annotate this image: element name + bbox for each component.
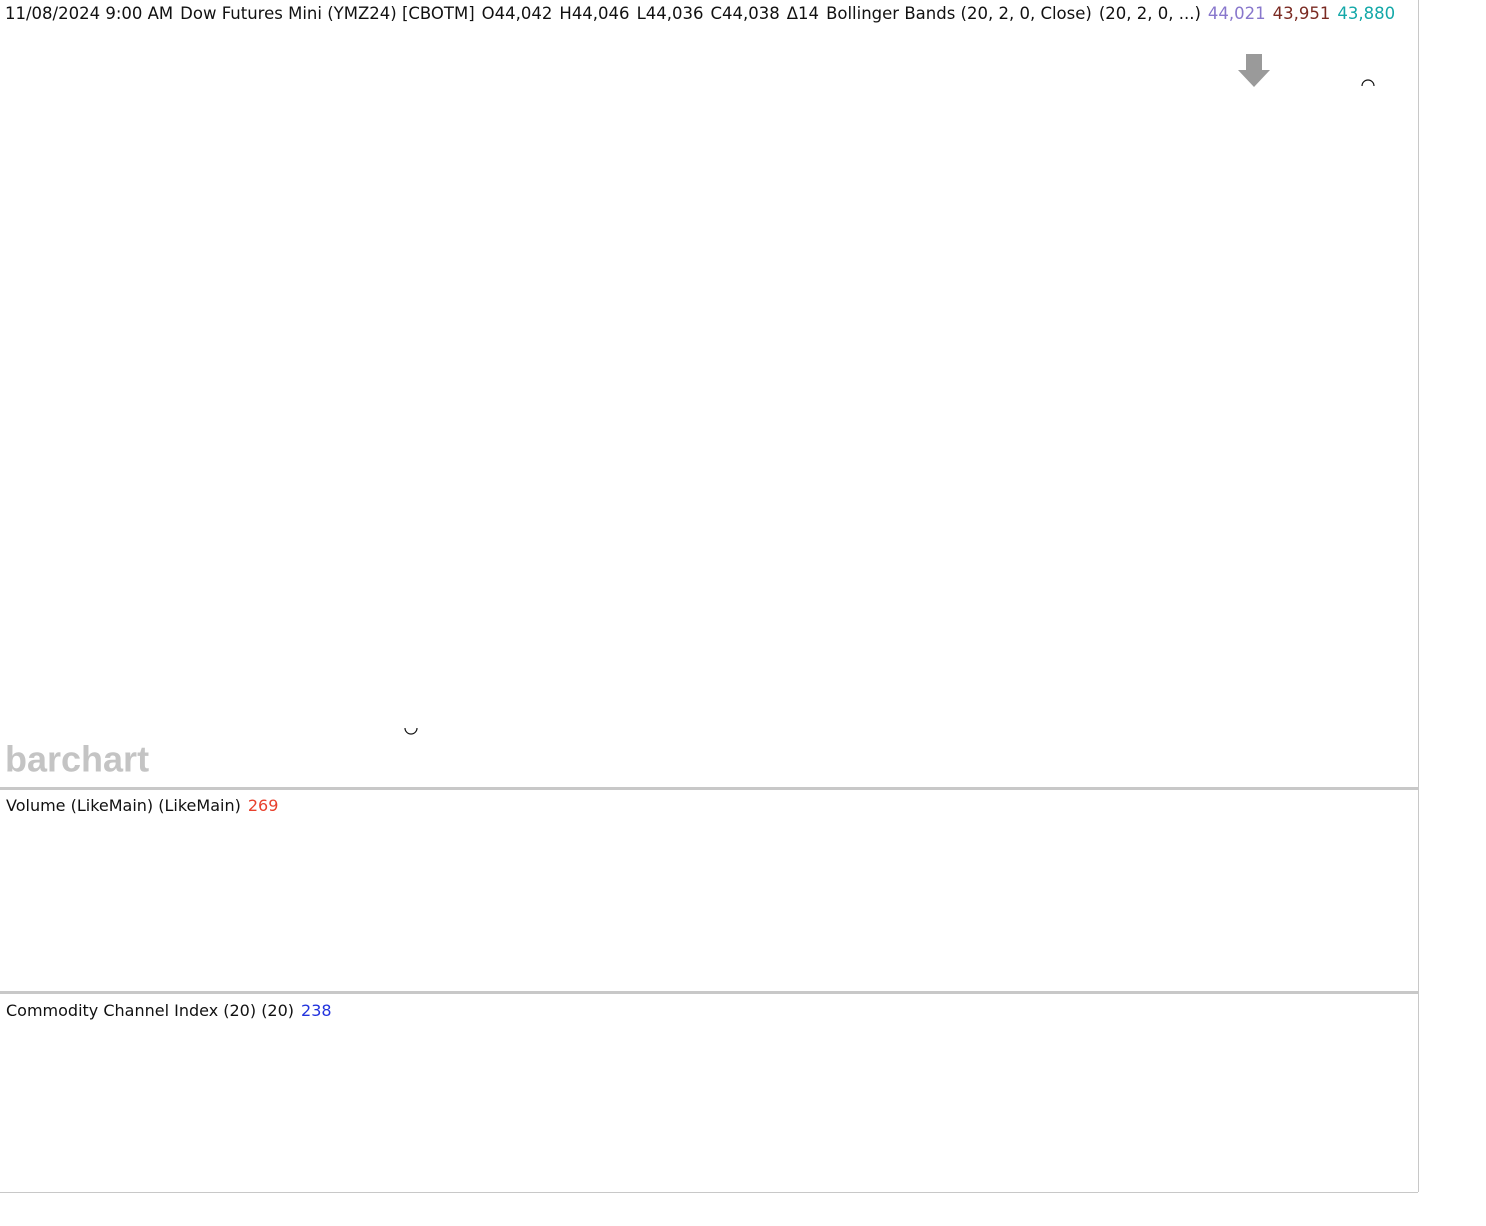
date-time: 11/08/2024 9:00 AM — [5, 4, 173, 23]
quote: Δ14 — [787, 4, 819, 23]
volume-value: 269 — [248, 796, 279, 815]
cci-title: Commodity Channel Index (20) (20) — [6, 1001, 294, 1020]
high-marker — [1361, 79, 1375, 87]
study: Bollinger Bands (20, 2, 0, Close) — [826, 4, 1092, 23]
low-marker — [404, 727, 418, 735]
lower-value: 43,880 — [1337, 4, 1395, 23]
upper-value: 44,021 — [1208, 4, 1266, 23]
middle-value: 43,951 — [1273, 4, 1331, 23]
volume-title: Volume (LikeMain) (LikeMain) — [6, 796, 241, 815]
volume-header: Volume (LikeMain) (LikeMain) 269 — [6, 796, 278, 815]
quote: H44,046 — [559, 4, 629, 23]
quote: C44,038 — [711, 4, 780, 23]
annotation-arrow — [1238, 54, 1270, 87]
cci-header: Commodity Channel Index (20) (20) 238 — [6, 1001, 332, 1020]
watermark: barchart — [5, 739, 149, 780]
quote: L44,036 — [637, 4, 704, 23]
study-params: (20, 2, 0, ...) — [1099, 4, 1201, 23]
symbol: Dow Futures Mini (YMZ24) [CBOTM] — [180, 4, 475, 23]
cci-value: 238 — [301, 1001, 332, 1020]
main-header: 11/08/2024 9:00 AM Dow Futures Mini (YMZ2… — [5, 4, 1395, 23]
quote: O44,042 — [482, 4, 553, 23]
